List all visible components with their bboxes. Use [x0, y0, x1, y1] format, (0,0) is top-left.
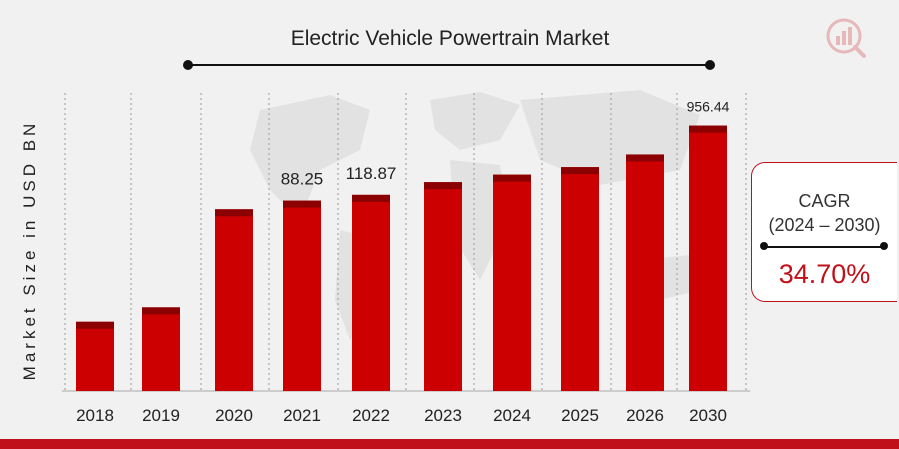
title-rule-dot-right	[705, 60, 715, 70]
x-tick-2018: 2018	[76, 406, 114, 425]
cagr-range: (2024 – 2030)	[768, 215, 881, 235]
x-tick-2026: 2026	[626, 406, 664, 425]
bar-2023	[424, 182, 462, 391]
x-tick-2020: 2020	[215, 406, 253, 425]
bar-cap-2030	[689, 125, 727, 133]
title-rule-dot-left	[183, 60, 193, 70]
bar-2022	[352, 194, 390, 391]
bar-cap-2025	[561, 167, 599, 175]
data-label-2022: 118.87	[346, 164, 397, 183]
data-label-2021: 88.25	[281, 170, 324, 189]
cagr-divider-dot-left	[760, 242, 768, 250]
bar-cap-2019	[142, 307, 180, 315]
footer-bar	[0, 439, 899, 449]
cagr-divider	[764, 246, 884, 248]
bar-cap-2026	[626, 154, 664, 162]
bar-2018	[76, 321, 114, 391]
title-underline	[188, 64, 710, 66]
x-tick-2023: 2023	[424, 406, 462, 425]
bar-2025	[561, 167, 599, 391]
bar-2021	[283, 200, 321, 391]
bar-2019	[142, 307, 180, 391]
bar-cap-2022	[352, 194, 390, 202]
cagr-panel: CAGR (2024 – 2030) 34.70%	[751, 162, 897, 302]
x-tick-2019: 2019	[142, 406, 180, 425]
x-tick-2022: 2022	[352, 406, 390, 425]
bar-2024	[493, 174, 531, 391]
cagr-value: 34.70%	[778, 259, 871, 289]
chart-title: Electric Vehicle Powertrain Market	[290, 27, 610, 50]
y-axis-label: Market Size in USD BN	[20, 119, 39, 381]
cagr-title: CAGR	[798, 191, 851, 211]
bar-cap-2018	[76, 321, 114, 329]
cagr-divider-dot-right	[880, 242, 888, 250]
bar-cap-2020	[215, 209, 253, 217]
bar-2030	[689, 125, 727, 391]
brand-logo-icon	[826, 18, 866, 58]
x-tick-2030: 2030	[689, 406, 727, 425]
bar-cap-2021	[283, 200, 321, 208]
bar-cap-2023	[424, 182, 462, 190]
x-tick-2021: 2021	[283, 406, 321, 425]
x-tick-2025: 2025	[561, 406, 599, 425]
bar-cap-2024	[493, 174, 531, 182]
bar-2020	[215, 209, 253, 391]
x-tick-2024: 2024	[493, 406, 531, 425]
bar-2026	[626, 154, 664, 391]
data-label-2030: 956.44	[687, 99, 730, 115]
